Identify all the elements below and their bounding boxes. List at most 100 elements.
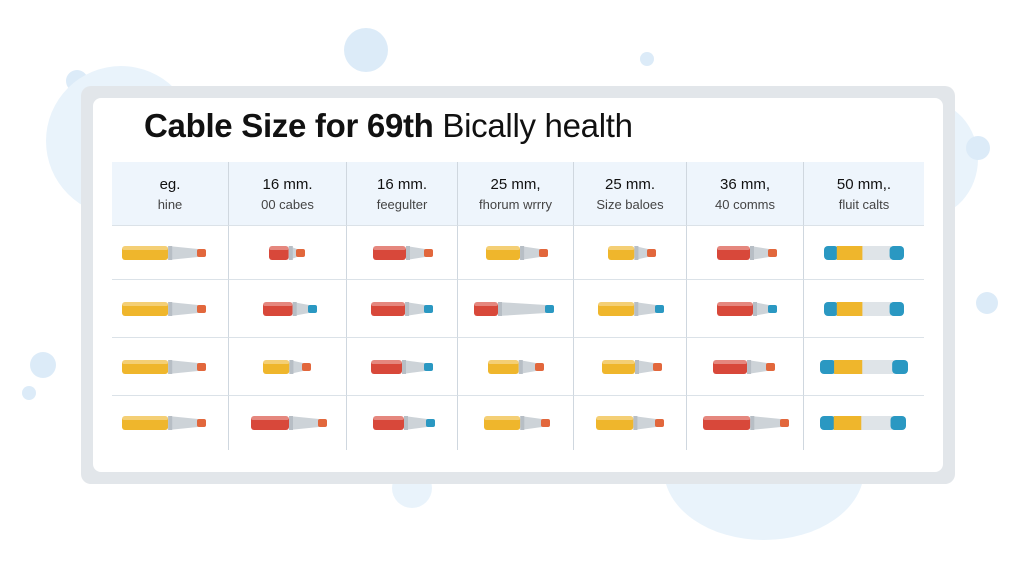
cable-connector-icon [717,302,777,316]
cable-connector-icon [371,360,433,374]
table-cell [347,338,458,396]
cable-image [574,226,686,279]
cable-image [458,280,573,337]
cable-image [458,226,573,279]
column-header: 25 mm. Size baloes [574,162,687,226]
column-desc-label: 00 cabes [261,196,314,212]
title-light: Bically health [442,107,633,144]
table-cell [458,338,574,396]
cable-connector-icon [820,416,906,430]
cable-connector-icon [703,416,789,430]
cable-connector-icon [373,416,435,430]
table-cell [458,226,574,280]
background-bubble [966,136,990,160]
cable-connector-icon [251,416,327,430]
cable-image [574,280,686,337]
table-cell [347,396,458,450]
cable-connector-icon [596,416,664,430]
column-desc-label: hine [157,196,183,212]
cable-image [112,280,228,337]
cable-connector-icon [373,246,433,260]
page-title: Cable Size for 69th Bically health [144,107,633,145]
table-cell [229,280,347,338]
column-desc-label: Size baloes [596,196,664,212]
table-cell [574,396,687,450]
column-desc-label: 40 comms [715,196,775,212]
table-cell [574,338,687,396]
cable-image [687,396,803,450]
table-cell [229,396,347,450]
table-cell [112,338,229,396]
cable-image [804,226,924,279]
title-bold: Cable Size for 69th [144,107,434,144]
table-cell [112,396,229,450]
cable-connector-icon [824,302,904,316]
column-header: 36 mm, 40 comms [687,162,804,226]
cable-image [687,280,803,337]
column-size-label: 50 mm,. [836,175,892,193]
cable-image [112,338,228,395]
cable-image [804,280,924,337]
table-cell [574,280,687,338]
cable-image [229,226,346,279]
column-desc-label: fhorum wrrry [479,196,552,212]
cable-connector-icon [820,360,908,374]
cable-connector-icon [474,302,554,316]
column-size-label: 25 mm, [490,175,541,193]
cable-connector-icon [602,360,662,374]
background-bubble [344,28,388,72]
cable-connector-icon [824,246,904,260]
cable-image [574,396,686,450]
cable-image [347,280,457,337]
column-size-label: 16 mm. [262,175,313,193]
table-cell [687,338,804,396]
column-header: 16 mm. 00 cabes [229,162,347,226]
cable-image [229,280,346,337]
cable-connector-icon [713,360,775,374]
cable-connector-icon [122,302,206,316]
table-cell [804,226,924,280]
table-cell [687,226,804,280]
cable-connector-icon [608,246,656,260]
cable-connector-icon [717,246,777,260]
cable-image [347,396,457,450]
background-bubble [976,292,998,314]
cable-image [687,226,803,279]
table-cell [112,226,229,280]
table-cell [687,396,804,450]
cable-image [458,396,573,450]
cable-connector-icon [122,360,206,374]
column-desc-label: fluit calts [838,196,890,212]
table-cell [112,280,229,338]
cable-size-table: eg. hine 16 mm. 00 cabes 16 mm. feegulter 25 m… [112,162,924,450]
cable-connector-icon [486,246,548,260]
cable-connector-icon [263,302,317,316]
cable-image [112,226,228,279]
column-header: 50 mm,. fluit calts [804,162,924,226]
cable-connector-icon [371,302,433,316]
column-size-label: 36 mm, [719,175,770,193]
cable-image [574,338,686,395]
cable-connector-icon [269,246,305,260]
background-bubble [22,386,36,400]
background-bubble [30,352,56,378]
column-size-label: eg. [159,175,181,193]
cable-connector-icon [598,302,664,316]
cable-connector-icon [122,416,206,430]
cable-image [804,338,924,395]
column-header: 16 mm. feegulter [347,162,458,226]
cable-connector-icon [263,360,311,374]
cable-image [112,396,228,450]
cable-image [347,338,457,395]
table-cell [574,226,687,280]
column-size-label: 16 mm. [376,175,427,193]
table-cell [804,280,924,338]
cable-connector-icon [122,246,206,260]
table-cell [229,338,347,396]
cable-connector-icon [488,360,544,374]
table-cell [804,338,924,396]
cable-image [804,396,924,450]
cable-connector-icon [484,416,550,430]
cable-image [229,338,346,395]
table-cell [804,396,924,450]
